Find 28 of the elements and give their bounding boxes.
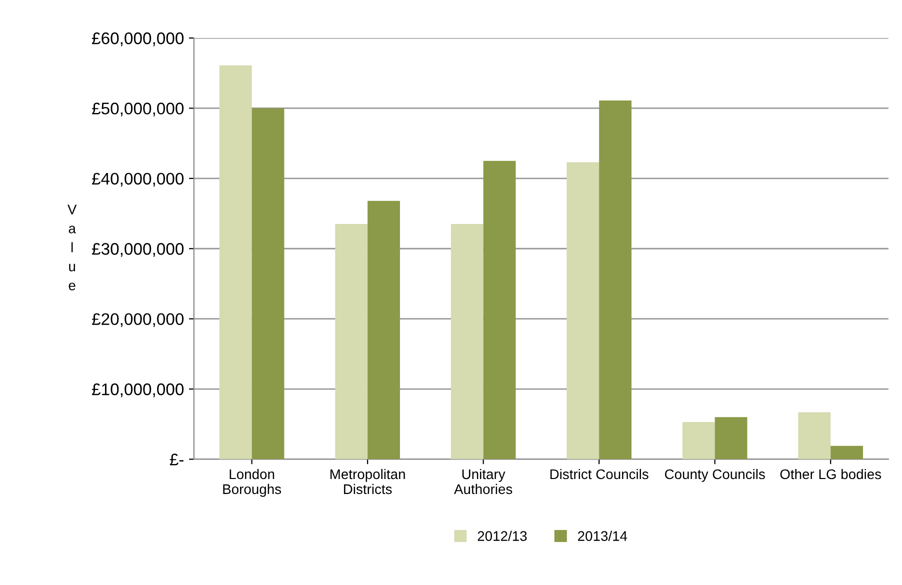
bar [599,100,632,460]
legend-label: 2013/14 [578,530,628,541]
x-tick-label: District Councils [550,468,648,480]
y-tick-label: £40,000,000 [92,172,184,187]
x-tick-label: Metropolitan Districts [330,468,405,494]
bar [682,422,715,460]
bar [450,224,484,460]
y-tick-label: £- [170,454,184,466]
bar [368,200,400,460]
y-axis-title: Value [68,204,77,290]
bar [830,446,864,460]
y-tick-label: £50,000,000 [92,102,184,116]
bar [219,65,252,460]
bar [335,224,368,460]
x-tick-label: London Boroughs [223,468,282,497]
bar [252,108,284,460]
x-tick-label: Unitary Authories [454,468,512,494]
y-tick-label: £30,000,000 [92,243,184,257]
x-tick-label: County Councils [664,468,765,482]
x-tick-label: Other LG bodies [780,468,882,480]
y-tick-label: £10,000,000 [92,383,184,398]
y-tick-label: £60,000,000 [92,32,184,46]
y-tick-label: £20,000,000 [92,313,184,327]
bar [714,417,748,460]
bar [566,162,600,460]
bar [798,412,831,460]
legend-label: 2012/13 [478,530,527,541]
bar [483,160,516,460]
